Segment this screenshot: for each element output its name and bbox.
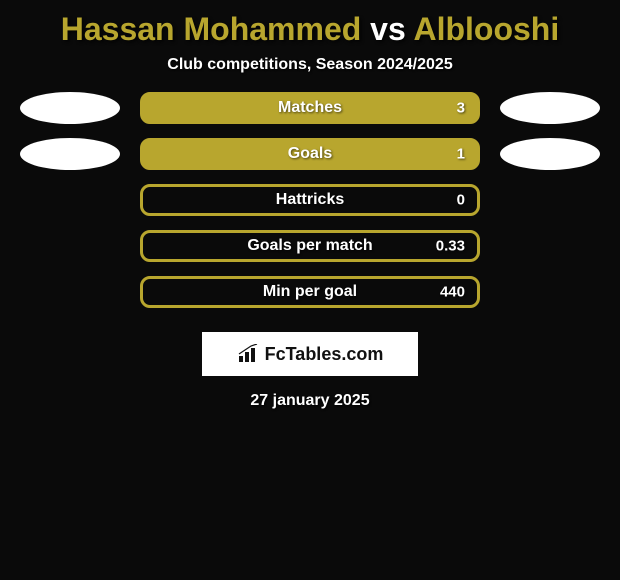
oval-right (500, 138, 600, 170)
stat-row: Goals 1 (10, 138, 610, 170)
stat-bar: Matches 3 (140, 92, 480, 124)
stat-value: 440 (440, 284, 465, 301)
stat-bar: Goals 1 (140, 138, 480, 170)
barchart-icon (237, 344, 261, 364)
stat-value: 0.33 (436, 238, 465, 255)
stat-label: Hattricks (276, 191, 344, 209)
oval-right (500, 92, 600, 124)
stat-row: Matches 3 (10, 92, 610, 124)
stat-value: 0 (457, 192, 465, 209)
logo-box[interactable]: FcTables.com (202, 332, 418, 376)
stat-value: 3 (457, 100, 465, 117)
oval-left (20, 138, 120, 170)
stat-row: Min per goal 440 (10, 276, 610, 308)
stat-bar: Goals per match 0.33 (140, 230, 480, 262)
stat-label: Min per goal (263, 283, 357, 301)
logo-inner: FcTables.com (237, 344, 384, 365)
stat-label: Goals per match (247, 237, 372, 255)
footer-date: 27 january 2025 (0, 392, 620, 410)
oval-left (20, 92, 120, 124)
title-player1: Hassan Mohammed (61, 11, 362, 47)
stat-row: Hattricks 0 (10, 184, 610, 216)
stat-row: Goals per match 0.33 (10, 230, 610, 262)
stat-bar: Min per goal 440 (140, 276, 480, 308)
subtitle: Club competitions, Season 2024/2025 (0, 56, 620, 92)
stat-rows: Matches 3 Goals 1 Hattricks 0 Goals per match 0… (0, 92, 620, 308)
stat-value: 1 (457, 146, 465, 163)
logo-text: FcTables.com (265, 344, 384, 365)
title-player2: Alblooshi (413, 11, 559, 47)
stat-bar: Hattricks 0 (140, 184, 480, 216)
stat-label: Matches (278, 99, 342, 117)
title-vs: vs (361, 11, 413, 47)
page-title: Hassan Mohammed vs Alblooshi (0, 6, 620, 56)
infographic-container: Hassan Mohammed vs Alblooshi Club compet… (0, 0, 620, 410)
stat-label: Goals (288, 145, 332, 163)
